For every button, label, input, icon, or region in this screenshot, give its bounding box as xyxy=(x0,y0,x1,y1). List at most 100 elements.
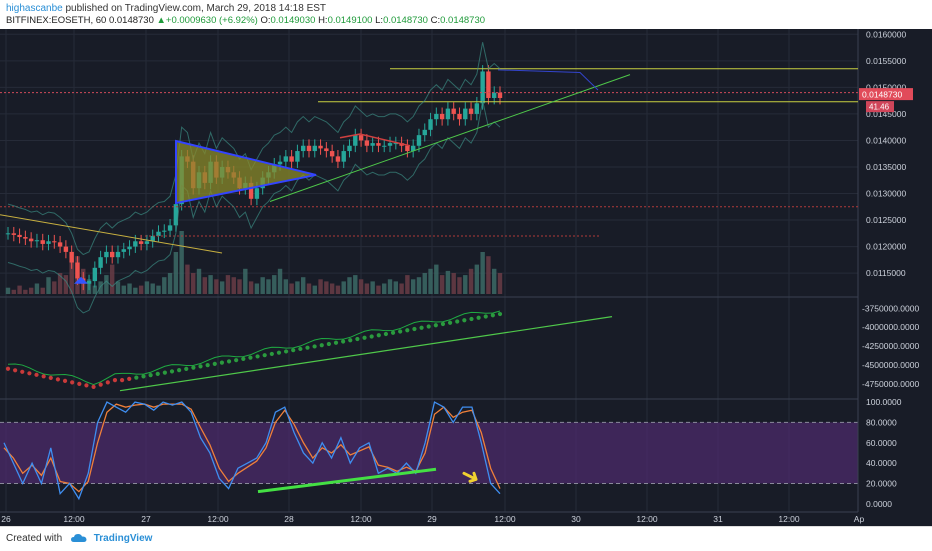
indicator-dot xyxy=(177,368,182,373)
volume-bar xyxy=(138,285,144,294)
volume-bar xyxy=(98,281,103,294)
indicator-dot xyxy=(98,382,103,387)
candle-body xyxy=(329,151,335,157)
volume-bar xyxy=(318,279,323,294)
candle-body xyxy=(324,148,329,152)
candle-body xyxy=(289,156,294,162)
indicator-dot xyxy=(376,333,381,338)
descending-trend-line xyxy=(0,214,223,254)
indicator-dot xyxy=(276,350,282,355)
volume-bar xyxy=(150,283,155,294)
volume-bar xyxy=(428,268,433,294)
indicator-dot xyxy=(241,356,246,362)
indicator-dot xyxy=(326,341,331,347)
ohlc-line: BITFINEX:EOSETH, 60 0.0148730 ▲+0.000963… xyxy=(6,15,485,26)
candle-body xyxy=(335,156,341,162)
volume-bar xyxy=(399,283,404,294)
volume-bar xyxy=(306,283,312,294)
candle-body xyxy=(162,230,167,232)
volume-bar xyxy=(231,277,236,294)
time-tick-label: 28 xyxy=(284,514,294,524)
indicator-dot xyxy=(20,369,25,374)
candle-body xyxy=(295,151,300,162)
volume-bar xyxy=(272,275,277,294)
last-price-tag xyxy=(859,88,913,101)
volume-bar xyxy=(40,287,45,294)
candle-body xyxy=(63,246,69,252)
indicator-dot xyxy=(212,361,217,367)
change-value: +0.0009630 (+6.92%) xyxy=(165,15,258,26)
candle-body xyxy=(492,92,497,98)
indicator-dot xyxy=(70,380,75,385)
indicator-dot xyxy=(13,368,18,373)
volume-bar xyxy=(254,283,260,294)
volume-bar xyxy=(104,275,109,294)
candle-body xyxy=(104,251,109,258)
candle-body xyxy=(173,204,179,226)
indicator-dot xyxy=(462,318,467,323)
candle-body xyxy=(248,182,254,199)
volume-bar xyxy=(405,275,410,294)
time-tick-label: 12:00 xyxy=(63,514,85,524)
indicator-dot xyxy=(412,326,417,332)
candle-body xyxy=(434,113,439,120)
candle-body xyxy=(138,241,144,244)
candle-body xyxy=(127,246,132,250)
time-tick-label: Ap xyxy=(854,514,865,524)
author-link[interactable]: highascanbe xyxy=(6,3,63,14)
indicator-dot xyxy=(383,331,389,337)
chart-area[interactable]: 0.0160000 0.0155000 0.0150000 0.0145000 0.01… xyxy=(0,29,932,526)
volume-bar xyxy=(109,264,115,294)
candle-body xyxy=(98,257,103,268)
candle-body xyxy=(393,143,399,145)
price-tick-label: 0.0115000 xyxy=(866,268,906,278)
volume-bar xyxy=(364,283,370,294)
indicator-dot xyxy=(483,314,488,319)
candle-body xyxy=(92,267,98,282)
time-tick-label: 26 xyxy=(1,514,11,524)
tradingview-logo-text[interactable]: TradingView xyxy=(93,533,153,544)
volume-bar xyxy=(422,273,427,294)
publish-line: highascanbe published on TradingView.com… xyxy=(6,3,326,14)
indicator-dot xyxy=(5,366,11,371)
up-arrow-icon: ▲ xyxy=(156,15,166,26)
price-tick-label: 0.0120000 xyxy=(866,242,906,252)
indicator-dot xyxy=(405,328,410,333)
candle-body xyxy=(46,241,51,244)
volume-bar xyxy=(474,264,480,294)
indicator-dot xyxy=(269,351,274,357)
indicator-dot xyxy=(262,353,267,358)
indicator-dot xyxy=(127,376,132,381)
indicator-dot xyxy=(248,355,253,360)
volume-bar xyxy=(17,285,22,294)
price-tick-label: 0.0140000 xyxy=(866,135,906,145)
volume-bar xyxy=(191,273,196,294)
price-tick-label: 0.0150000 xyxy=(866,82,906,92)
indicator-dot xyxy=(469,316,474,322)
candle-body xyxy=(52,241,57,243)
indicator-dot xyxy=(348,338,353,343)
volume-bar xyxy=(121,285,126,294)
volume-bar xyxy=(46,277,51,294)
indicator-dot xyxy=(433,323,438,328)
candle-body xyxy=(428,119,433,130)
volume-bar xyxy=(266,279,271,294)
volume-bar xyxy=(480,252,485,294)
candle-body xyxy=(410,145,416,152)
volume-bars xyxy=(5,231,503,294)
indicator-dot xyxy=(426,324,431,329)
indicator-dot xyxy=(184,366,189,371)
candle-body xyxy=(115,251,121,258)
publish-header: highascanbe published on TradingView.com… xyxy=(0,0,932,29)
indicator-dot xyxy=(169,369,175,374)
created-with-text: Created with xyxy=(6,533,63,544)
published-text: published on TradingView.com, March 29, … xyxy=(65,3,327,14)
ascending-trend-line xyxy=(269,74,631,202)
volume-bar xyxy=(451,273,456,294)
indicator-dot xyxy=(148,373,153,378)
symbol-interval: BITFINEX:EOSETH, 60 xyxy=(6,15,107,26)
volume-bar xyxy=(434,264,439,294)
volume-bar xyxy=(243,268,248,294)
volume-bar xyxy=(347,277,352,294)
chart-svg[interactable]: 0.0160000 0.0155000 0.0150000 0.0145000 0.01… xyxy=(0,29,932,526)
